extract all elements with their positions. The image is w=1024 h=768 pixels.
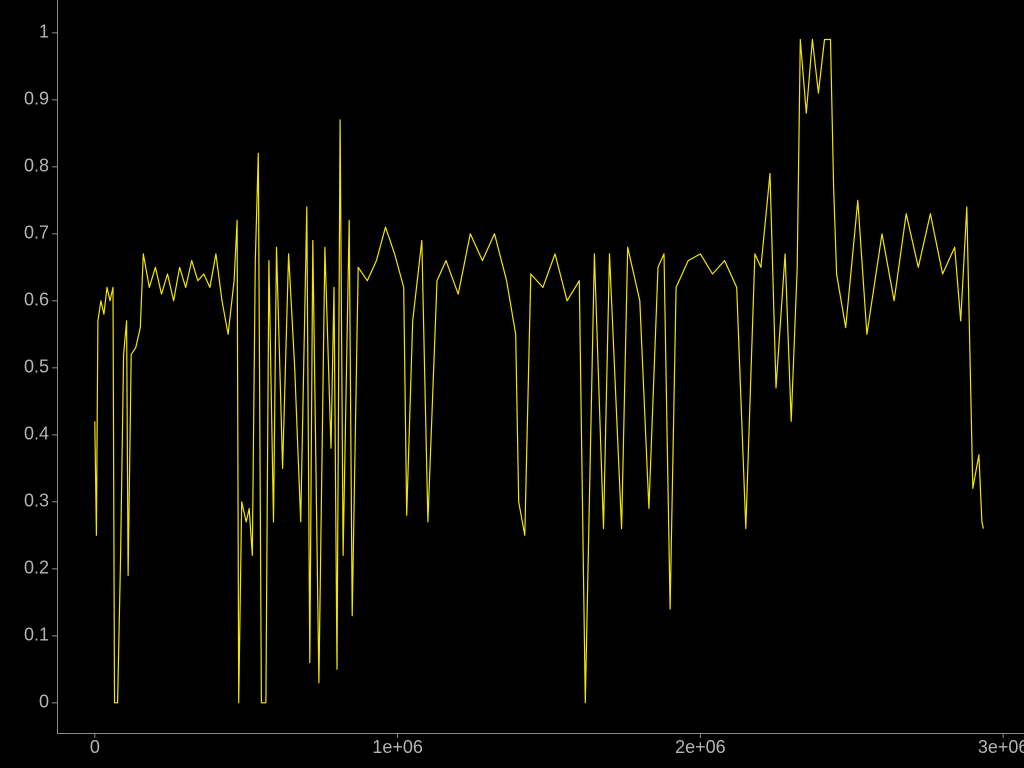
x-tick-label: 3e+06 — [978, 737, 1024, 757]
y-tick-label: 1 — [39, 22, 49, 42]
y-tick-label: 0.1 — [24, 625, 49, 645]
y-tick-label: 0.2 — [24, 558, 49, 578]
data-line — [94, 38, 984, 704]
y-tick-label: 0.4 — [24, 424, 49, 444]
x-tick-label: 0 — [90, 737, 100, 757]
y-tick-label: 0.6 — [24, 290, 49, 310]
y-tick-label: 0.5 — [24, 357, 49, 377]
y-tick-label: 0.8 — [24, 156, 49, 176]
y-tick-label: 0 — [39, 692, 49, 712]
y-tick-label: 0.9 — [24, 89, 49, 109]
x-tick-label: 1e+06 — [372, 737, 423, 757]
y-tick-label: 0.7 — [24, 223, 49, 243]
y-tick-label: 0.3 — [24, 491, 49, 511]
x-tick-label: 2e+06 — [675, 737, 726, 757]
